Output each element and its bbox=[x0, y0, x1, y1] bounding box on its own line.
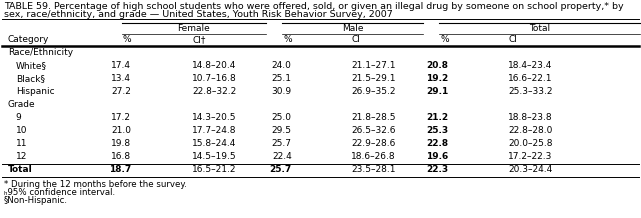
Text: Black§: Black§ bbox=[15, 74, 45, 83]
Text: 20.8: 20.8 bbox=[427, 61, 449, 70]
Text: ₕ95% confidence interval.: ₕ95% confidence interval. bbox=[4, 188, 115, 197]
Text: 17.4: 17.4 bbox=[112, 61, 131, 70]
Text: 29.1: 29.1 bbox=[426, 87, 449, 96]
Text: 25.3–33.2: 25.3–33.2 bbox=[508, 87, 553, 96]
Text: §Non-Hispanic.: §Non-Hispanic. bbox=[4, 196, 68, 205]
Text: sex, race/ethnicity, and grade — United States, Youth Risk Behavior Survey, 2007: sex, race/ethnicity, and grade — United … bbox=[4, 10, 393, 19]
Text: 18.4–23.4: 18.4–23.4 bbox=[508, 61, 553, 70]
Text: 19.6: 19.6 bbox=[426, 152, 449, 161]
Text: Male: Male bbox=[342, 24, 363, 33]
Text: 25.7: 25.7 bbox=[272, 139, 292, 148]
Text: 13.4: 13.4 bbox=[112, 74, 131, 83]
Text: %: % bbox=[440, 35, 449, 44]
Text: 24.0: 24.0 bbox=[272, 61, 292, 70]
Text: 22.9–28.6: 22.9–28.6 bbox=[351, 139, 395, 148]
Text: 29.5: 29.5 bbox=[272, 126, 292, 135]
Text: 22.3: 22.3 bbox=[426, 165, 449, 174]
Text: 17.2: 17.2 bbox=[112, 113, 131, 122]
Text: * During the 12 months before the survey.: * During the 12 months before the survey… bbox=[4, 180, 187, 189]
Text: 19.2: 19.2 bbox=[426, 74, 449, 83]
Text: Race/Ethnicity: Race/Ethnicity bbox=[8, 48, 73, 57]
Text: 27.2: 27.2 bbox=[112, 87, 131, 96]
Text: 21.0: 21.0 bbox=[112, 126, 131, 135]
Text: 10.7–16.8: 10.7–16.8 bbox=[192, 74, 237, 83]
Text: 17.2–22.3: 17.2–22.3 bbox=[508, 152, 553, 161]
Text: 21.2: 21.2 bbox=[426, 113, 449, 122]
Text: CI: CI bbox=[508, 35, 517, 44]
Text: White§: White§ bbox=[15, 61, 47, 70]
Text: Grade: Grade bbox=[8, 100, 35, 109]
Text: 23.5–28.1: 23.5–28.1 bbox=[351, 165, 395, 174]
Text: Hispanic: Hispanic bbox=[15, 87, 54, 96]
Text: 30.9: 30.9 bbox=[272, 87, 292, 96]
Text: 19.8: 19.8 bbox=[112, 139, 131, 148]
Text: 25.0: 25.0 bbox=[272, 113, 292, 122]
Text: 25.7: 25.7 bbox=[269, 165, 292, 174]
Text: 22.8–32.2: 22.8–32.2 bbox=[192, 87, 237, 96]
Text: 26.5–32.6: 26.5–32.6 bbox=[351, 126, 395, 135]
Text: 22.8: 22.8 bbox=[426, 139, 449, 148]
Text: 16.5–21.2: 16.5–21.2 bbox=[192, 165, 237, 174]
Text: Female: Female bbox=[177, 24, 210, 33]
Text: TABLE 59. Percentage of high school students who were offered, sold, or given an: TABLE 59. Percentage of high school stud… bbox=[4, 2, 624, 11]
Text: 18.8–23.8: 18.8–23.8 bbox=[508, 113, 553, 122]
Text: Total: Total bbox=[8, 165, 33, 174]
Text: 22.8–28.0: 22.8–28.0 bbox=[508, 126, 553, 135]
Text: 17.7–24.8: 17.7–24.8 bbox=[192, 126, 237, 135]
Text: 12: 12 bbox=[15, 152, 27, 161]
Text: 14.3–20.5: 14.3–20.5 bbox=[192, 113, 237, 122]
Text: 21.8–28.5: 21.8–28.5 bbox=[351, 113, 395, 122]
Text: 21.1–27.1: 21.1–27.1 bbox=[351, 61, 395, 70]
Text: 22.4: 22.4 bbox=[272, 152, 292, 161]
Text: 25.1: 25.1 bbox=[272, 74, 292, 83]
Text: 15.8–24.4: 15.8–24.4 bbox=[192, 139, 237, 148]
Text: 10: 10 bbox=[15, 126, 27, 135]
Text: 9: 9 bbox=[15, 113, 21, 122]
Text: 25.3: 25.3 bbox=[426, 126, 449, 135]
Text: Category: Category bbox=[8, 35, 49, 44]
Text: Total: Total bbox=[529, 24, 550, 33]
Text: 16.8: 16.8 bbox=[112, 152, 131, 161]
Text: 18.6–26.8: 18.6–26.8 bbox=[351, 152, 396, 161]
Text: 18.7: 18.7 bbox=[109, 165, 131, 174]
Text: 11: 11 bbox=[15, 139, 27, 148]
Text: CI†: CI† bbox=[192, 35, 206, 44]
Text: 14.5–19.5: 14.5–19.5 bbox=[192, 152, 237, 161]
Text: 20.0–25.8: 20.0–25.8 bbox=[508, 139, 553, 148]
Text: CI: CI bbox=[351, 35, 360, 44]
Text: 20.3–24.4: 20.3–24.4 bbox=[508, 165, 553, 174]
Text: %: % bbox=[283, 35, 292, 44]
Text: 14.8–20.4: 14.8–20.4 bbox=[192, 61, 237, 70]
Text: 16.6–22.1: 16.6–22.1 bbox=[508, 74, 553, 83]
Text: %: % bbox=[123, 35, 131, 44]
Text: 21.5–29.1: 21.5–29.1 bbox=[351, 74, 395, 83]
Text: 26.9–35.2: 26.9–35.2 bbox=[351, 87, 395, 96]
